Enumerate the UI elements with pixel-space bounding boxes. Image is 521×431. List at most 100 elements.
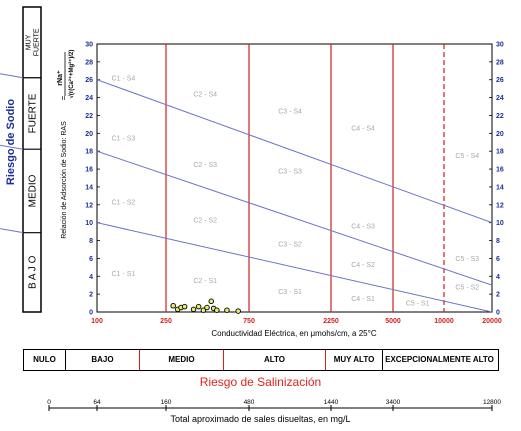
y-tick-label-right: 20: [496, 131, 504, 138]
salinity-class-cell: EXCEPCIONALMENTE ALTO: [385, 355, 494, 364]
y-tick-label-right: 28: [496, 59, 504, 66]
zone-label: C2 - S4: [193, 92, 217, 99]
salinity-class-cell: MUY ALTO: [326, 350, 383, 370]
zone-label: C4 - S2: [351, 262, 375, 269]
salinity-class-cell: NULO: [24, 350, 66, 370]
y-tick-label-left: 16: [85, 167, 93, 174]
salinity-class-cell: ALTO: [224, 350, 326, 370]
sample-point: [224, 307, 230, 313]
y-tick-label-right: 16: [496, 167, 504, 174]
y-axis-label: Relación de Adsorción de Sodio: RAS = rN…: [57, 50, 75, 239]
zone-label: C2 - S2: [193, 217, 217, 224]
salinity-class-cell: BAJO: [66, 350, 140, 370]
salinity-class-cell: MEDIO: [140, 350, 224, 370]
zone-label: C5 - S3: [455, 256, 479, 263]
zone-label: C4 - S4: [351, 125, 375, 132]
tds-axis: 0 64 160 480 1440 3400 12800: [47, 399, 501, 411]
y-axis-formula-numerator: rNa⁺: [57, 70, 64, 86]
x-tick-label: 100: [91, 318, 103, 325]
y-axis-formula-denominator: √(r(Ca²⁺+Mg²⁺)/2): [68, 50, 75, 99]
sodium-boundary-line: [97, 222, 492, 312]
y-tick-label-left: 30: [85, 42, 93, 49]
x-tick-label: 5000: [385, 318, 401, 325]
zone-label: C3 - S2: [278, 242, 302, 249]
y-tick-label-right: 2: [496, 292, 500, 299]
y-tick-label-right: 30: [496, 42, 504, 49]
sample-point: [204, 304, 210, 311]
y-tick-label-right: 4: [496, 274, 500, 281]
x-tick-label: 750: [243, 318, 255, 325]
zone-label: C3 - S3: [278, 168, 302, 175]
y-tick-label-left: 20: [85, 131, 93, 138]
y-axis-formula-equals: =: [59, 95, 68, 100]
y-tick-label-right: 18: [496, 149, 504, 156]
x-tick-label: 10000: [434, 318, 454, 325]
sample-point: [181, 303, 188, 310]
sample-point: [214, 307, 220, 313]
y-tick-label-left: 22: [85, 113, 93, 120]
y-tick-label-right: 14: [496, 184, 504, 191]
x-tick-label: 250: [160, 318, 172, 325]
sodium-class-label: FUERTE: [28, 93, 39, 133]
sample-point: [170, 302, 176, 309]
sodium-class-label: B A J O: [28, 255, 39, 289]
tds-tick-label: 3400: [386, 399, 401, 406]
sample-point: [208, 298, 214, 305]
sodium-column-frame: [22, 6, 42, 313]
zone-label: C5 - S1: [406, 301, 430, 308]
tds-axis-label: Total aproximado de sales disueltas, en …: [170, 414, 351, 424]
x-tick-label: 20000: [482, 318, 502, 325]
x-tick-label: 2250: [323, 318, 339, 325]
x-axis-label: Conductividad Eléctrica, en μmohs/cm, a …: [211, 329, 376, 338]
tds-tick-label: 0: [47, 399, 51, 406]
sample-point: [190, 306, 197, 313]
tds-tick-label: 160: [161, 399, 172, 406]
salinity-risk-title: Riesgo de Salinización: [199, 375, 322, 389]
y-tick-label-right: 12: [496, 202, 504, 209]
zone-label: C1 - S2: [112, 200, 136, 207]
tds-tick-label: 1440: [324, 399, 339, 406]
zone-label: C2 - S1: [193, 278, 217, 285]
sample-point: [195, 303, 202, 310]
sodium-link-line: [0, 144, 24, 150]
sodium-link-line: [0, 73, 24, 79]
zone-label: C2 - S3: [193, 162, 217, 169]
y-tick-label-left: 10: [85, 220, 93, 227]
sodium-boundary-line: [97, 150, 492, 286]
y-tick-label-left: 18: [85, 149, 93, 156]
zone-label: C1 - S4: [112, 75, 136, 82]
zone-label: C1 - S1: [112, 271, 136, 278]
sodium-class-label: FUERTE: [33, 28, 40, 56]
tds-tick-label: 12800: [483, 399, 501, 406]
y-tick-label-right: 26: [496, 77, 504, 84]
sodium-link-line: [0, 228, 24, 234]
y-tick-label-right: 6: [496, 256, 500, 263]
sodium-class-label: MUY: [25, 34, 32, 50]
salinity-risk-strip: NULO BAJO MEDIO ALTO MUY ALTO EXCEPCIONALMENT…: [23, 349, 499, 371]
zone-label: C3 - S4: [278, 109, 302, 116]
y-tick-label-right: 8: [496, 238, 500, 245]
y-tick-label-right: 0: [496, 310, 500, 317]
y-tick-label-left: 12: [85, 202, 93, 209]
zone-label: C1 - S3: [112, 135, 136, 142]
y-tick-label-left: 4: [89, 274, 93, 281]
y-tick-label-right: 24: [496, 95, 504, 102]
zone-label: C4 - S3: [351, 224, 375, 231]
sodium-risk-title: Riesgo de Sodio: [5, 99, 17, 185]
y-tick-label-left: 28: [85, 59, 93, 66]
sample-point: [235, 308, 241, 314]
sodium-boundary-line: [97, 79, 492, 224]
tds-tick-label: 480: [244, 399, 255, 406]
y-tick-label-right: 10: [496, 220, 504, 227]
y-tick-label-right: 22: [496, 113, 504, 120]
sodium-class-label: MEDIO: [28, 174, 39, 207]
tds-tick-label: 64: [93, 399, 101, 406]
y-tick-label-left: 14: [85, 184, 93, 191]
y-tick-label-left: 8: [89, 238, 93, 245]
plot-frame: [96, 43, 493, 313]
zone-label: C3 - S1: [278, 289, 302, 296]
y-tick-label-left: 0: [89, 310, 93, 317]
